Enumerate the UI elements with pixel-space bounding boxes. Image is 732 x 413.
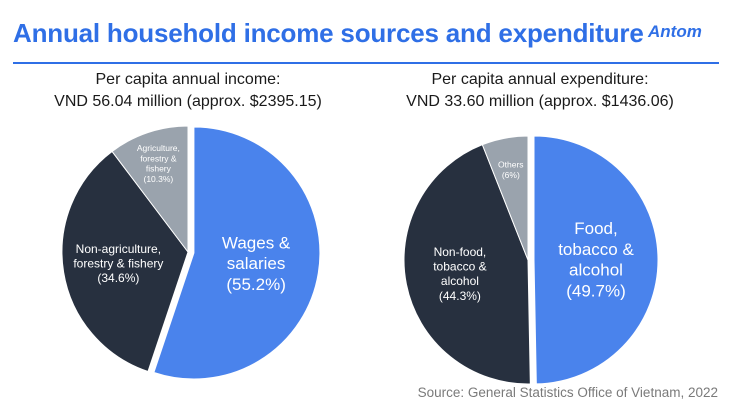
slice-label-line: tobacco &	[433, 260, 486, 274]
pie-slice-non-food	[403, 144, 531, 385]
pie-slice-others	[481, 135, 529, 261]
expenditure-chart-heading: Per capita annual expenditure: VND 33.60…	[370, 69, 710, 113]
slice-label-line: alcohol	[569, 261, 623, 280]
slice-label-non-agriculture: Non-agriculture, forestry & fishery (34.6%…	[73, 242, 163, 285]
slice-label-line: (55.2%)	[226, 275, 286, 294]
slice-label-line: forestry &	[140, 153, 177, 163]
title-underline	[13, 62, 719, 64]
expenditure-chart-title: Per capita annual expenditure:	[431, 71, 649, 88]
antom-logo: Antom	[648, 22, 702, 41]
slice-label-others: Others (6%)	[498, 160, 524, 180]
slice-label-line: fishery	[146, 164, 172, 174]
slice-label-line: forestry & fishery	[73, 257, 163, 271]
expenditure-chart-subtitle: VND 33.60 million (approx. $1436.06)	[406, 93, 674, 110]
slice-label-line: Wages &	[222, 233, 291, 252]
slice-label-agriculture: Agriculture, forestry & fishery (10.3%)	[137, 143, 180, 184]
page-title: Annual household income sources and expe…	[13, 18, 644, 48]
slice-label-line: (34.6%)	[97, 271, 139, 285]
slice-label-line: Non-agriculture,	[76, 242, 161, 256]
slice-label-line: Agriculture,	[137, 143, 180, 153]
slice-label-line: salaries	[227, 254, 286, 273]
pie-slice-agriculture	[111, 125, 189, 254]
income-chart-subtitle: VND 56.04 million (approx. $2395.15)	[54, 93, 322, 110]
income-chart-title: Per capita annual income:	[95, 71, 281, 88]
slice-label-line: Food,	[574, 219, 617, 238]
source-note: Source: General Statistics Office of Vie…	[417, 385, 718, 400]
slice-label-line: (49.7%)	[566, 281, 626, 300]
slice-label-food-tobacco-alcohol: Food, tobacco & alcohol (49.7%)	[558, 219, 634, 300]
slice-label-line: tobacco &	[558, 240, 634, 259]
pie-slice-wages-salaries	[153, 126, 321, 380]
pie-slice-food-tobacco-alcohol	[533, 135, 659, 385]
slice-label-line: Non-food,	[434, 245, 487, 259]
pie-slice-non-agriculture	[61, 150, 189, 373]
slice-label-line: (10.3%)	[143, 174, 173, 184]
slice-label-line: (44.3%)	[439, 289, 481, 303]
slice-label-line: alcohol	[441, 274, 479, 288]
slice-label-wages-salaries: Wages & salaries (55.2%)	[222, 233, 291, 293]
slice-label-line: Others	[498, 160, 524, 170]
slice-label-line: (6%)	[502, 170, 520, 180]
income-chart-heading: Per capita annual income: VND 56.04 mill…	[18, 69, 358, 113]
slice-label-non-food: Non-food, tobacco & alcohol (44.3%)	[433, 245, 486, 303]
